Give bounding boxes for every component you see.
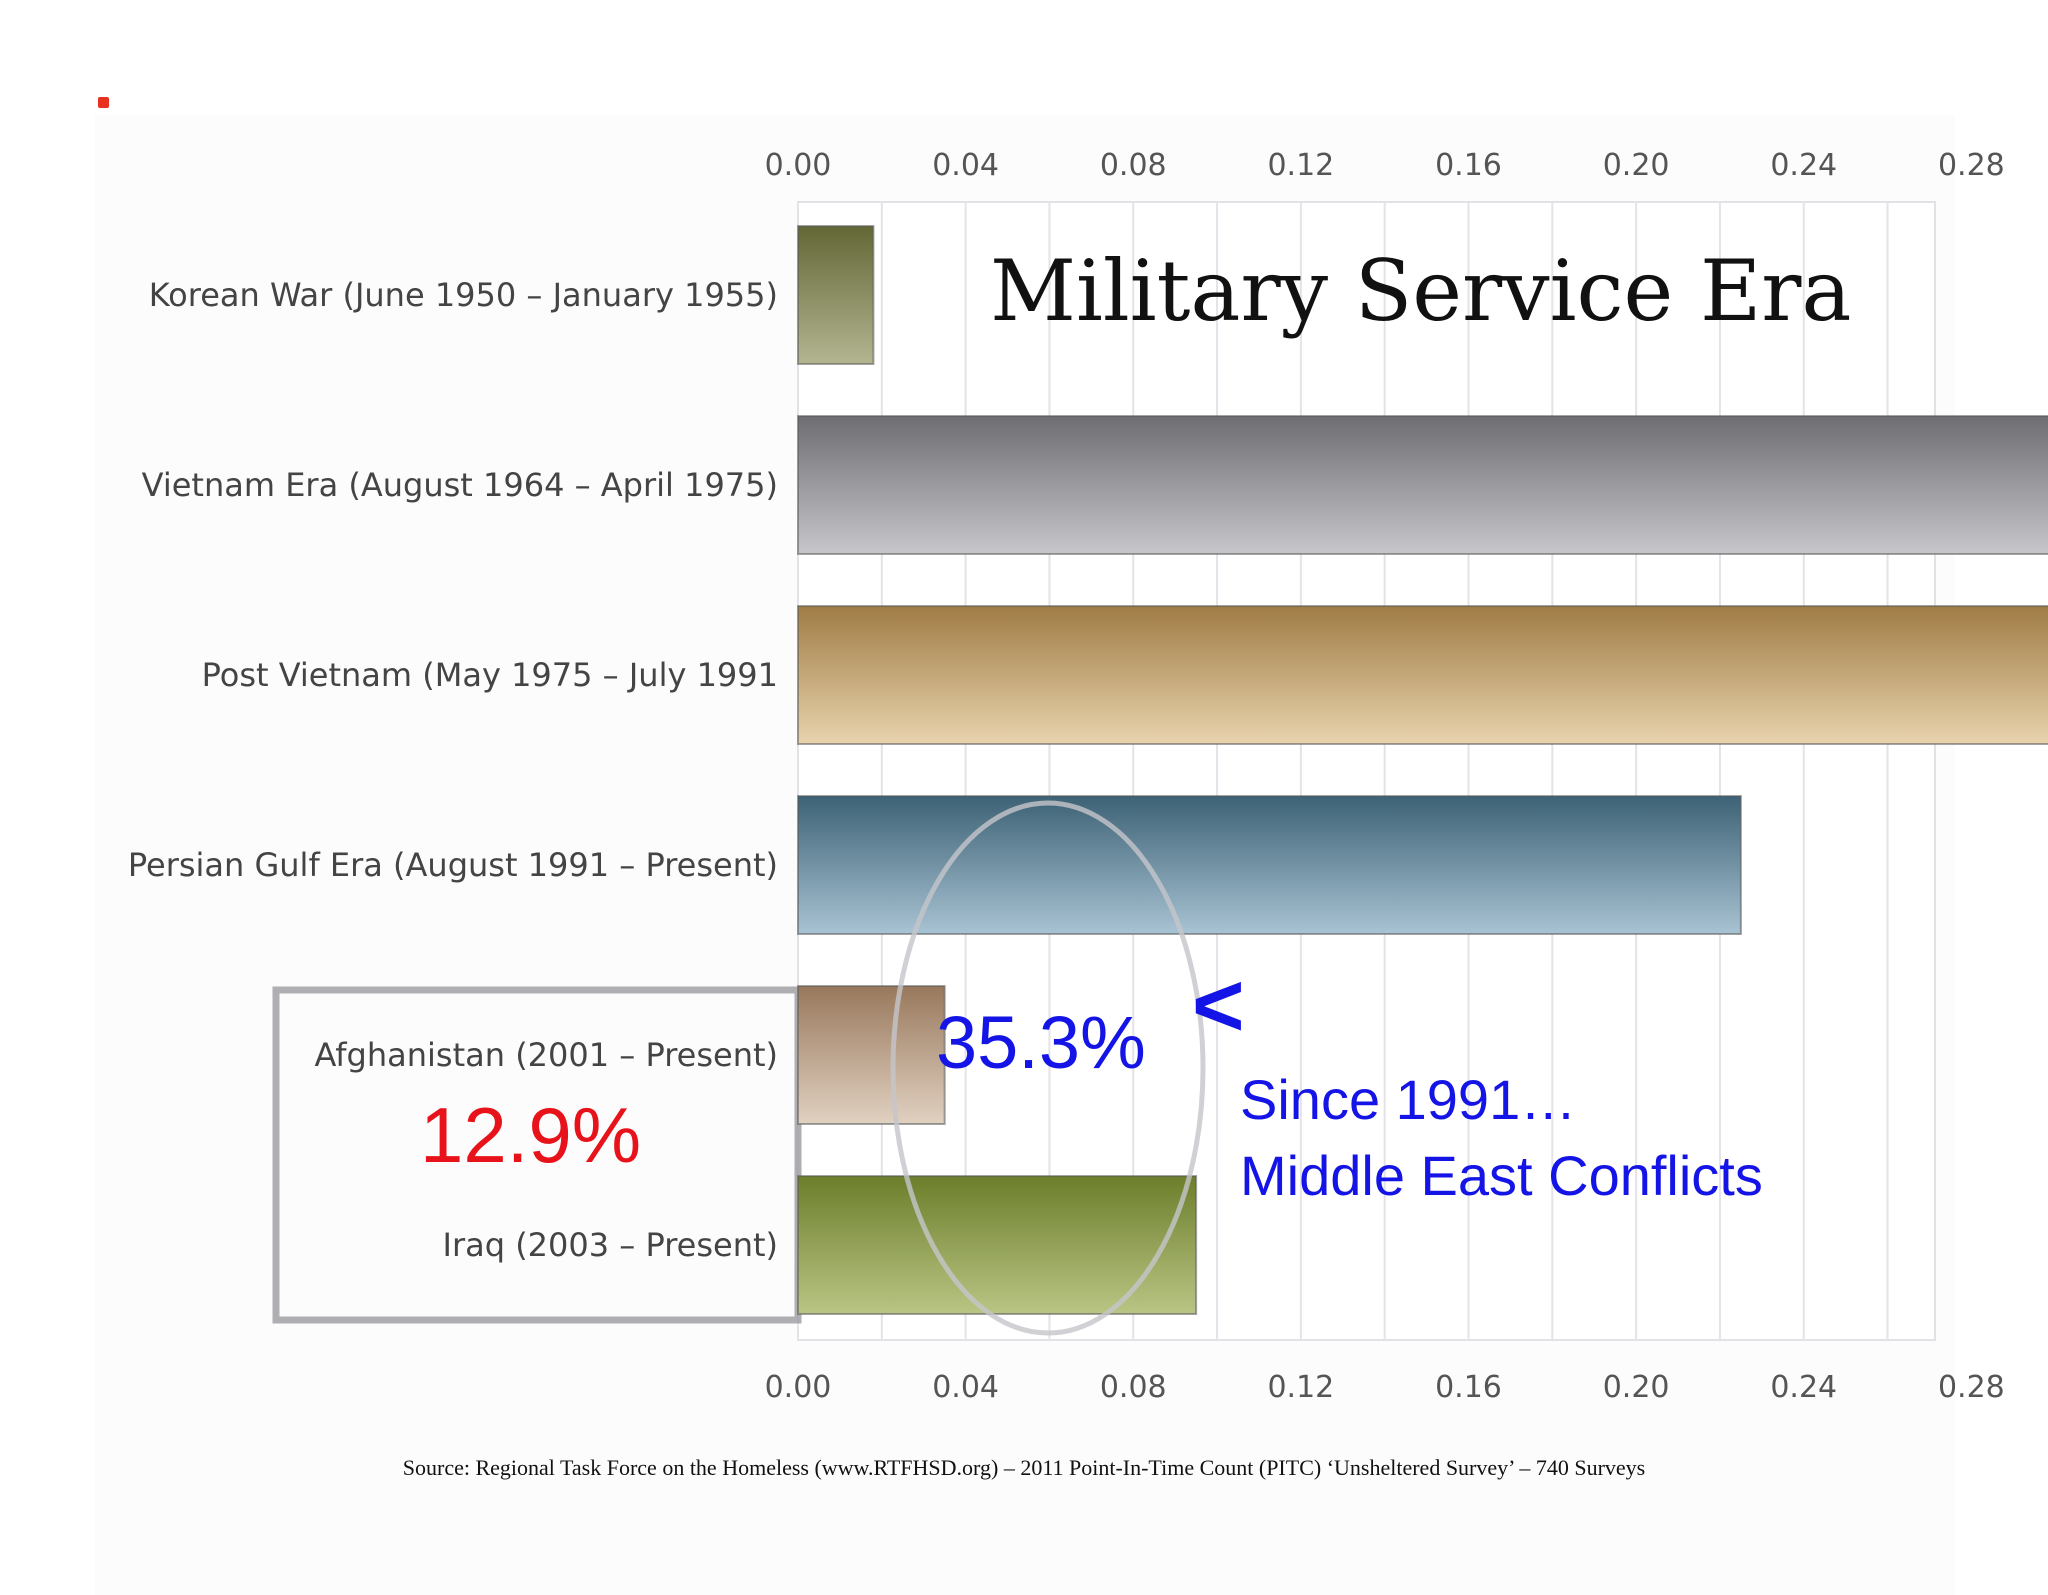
highlight-box: [272, 986, 802, 1324]
bar: [797, 225, 875, 365]
x-tick-label-bottom: 0.12: [1267, 1370, 1334, 1405]
percent-annotation-red: 12.9%: [420, 1091, 642, 1179]
top-axis-ticks: 0.000.040.080.120.160.200.240.280.32: [765, 148, 2005, 183]
category-label: Persian Gulf Era (August 1991 – Present): [128, 846, 778, 884]
category-label: Korean War (June 1950 – January 1955): [149, 276, 778, 314]
x-tick-label-bottom: 0.28: [1938, 1370, 2005, 1405]
note-line-1: Since 1991…: [1240, 1068, 1577, 1131]
bar: [797, 605, 2048, 745]
x-tick-label-top: 0.20: [1603, 148, 1670, 183]
note-line-2: Middle East Conflicts: [1240, 1144, 1763, 1207]
category-label: Iraq (2003 – Present): [443, 1226, 779, 1264]
bottom-axis-ticks: 0.000.040.080.120.160.200.240.280.32: [765, 1370, 2005, 1405]
source-citation: Source: Regional Task Force on the Homel…: [402, 1455, 1646, 1480]
x-tick-label-bottom: 0.08: [1100, 1370, 1167, 1405]
bar: [797, 415, 2048, 555]
bullet-marker: [98, 97, 109, 108]
x-tick-label-top: 0.24: [1770, 148, 1837, 183]
x-tick-label-bottom: 0.16: [1435, 1370, 1502, 1405]
note-annotation: Since 1991… Middle East Conflicts: [1240, 1062, 1763, 1214]
chart-title: Military Service Era: [990, 242, 1852, 340]
bar: [797, 795, 1742, 935]
category-label: Vietnam Era (August 1964 – April 1975): [142, 466, 778, 504]
highlight-rectangle: [272, 986, 802, 1324]
bar: [797, 1175, 1198, 1315]
category-label: Post Vietnam (May 1975 – July 1991: [202, 656, 778, 694]
highlight-ellipse-shape: [890, 800, 1206, 1336]
bar: [797, 985, 946, 1125]
x-tick-label-top: 0.16: [1435, 148, 1502, 183]
x-tick-label-bottom: 0.00: [765, 1370, 832, 1405]
x-tick-label-bottom: 0.24: [1770, 1370, 1837, 1405]
category-labels: Korean War (June 1950 – January 1955) Vie…: [128, 276, 778, 1264]
x-tick-label-top: 0.08: [1100, 148, 1167, 183]
x-tick-label-top: 0.04: [932, 148, 999, 183]
x-tick-label-top: 0.12: [1267, 148, 1334, 183]
percent-annotation-blue: 35.3%: [936, 1001, 1146, 1084]
arrow-annotation: <: [1192, 956, 1245, 1056]
x-tick-label-top: 0.00: [765, 148, 832, 183]
grid-lines: [797, 201, 1936, 1341]
x-tick-label-top: 0.28: [1938, 148, 2005, 183]
highlight-ellipse: [890, 800, 1206, 1336]
x-tick-label-bottom: 0.20: [1603, 1370, 1670, 1405]
category-label: Afghanistan (2001 – Present): [315, 1036, 778, 1074]
x-tick-label-bottom: 0.04: [932, 1370, 999, 1405]
plot-area: [797, 201, 1936, 1341]
